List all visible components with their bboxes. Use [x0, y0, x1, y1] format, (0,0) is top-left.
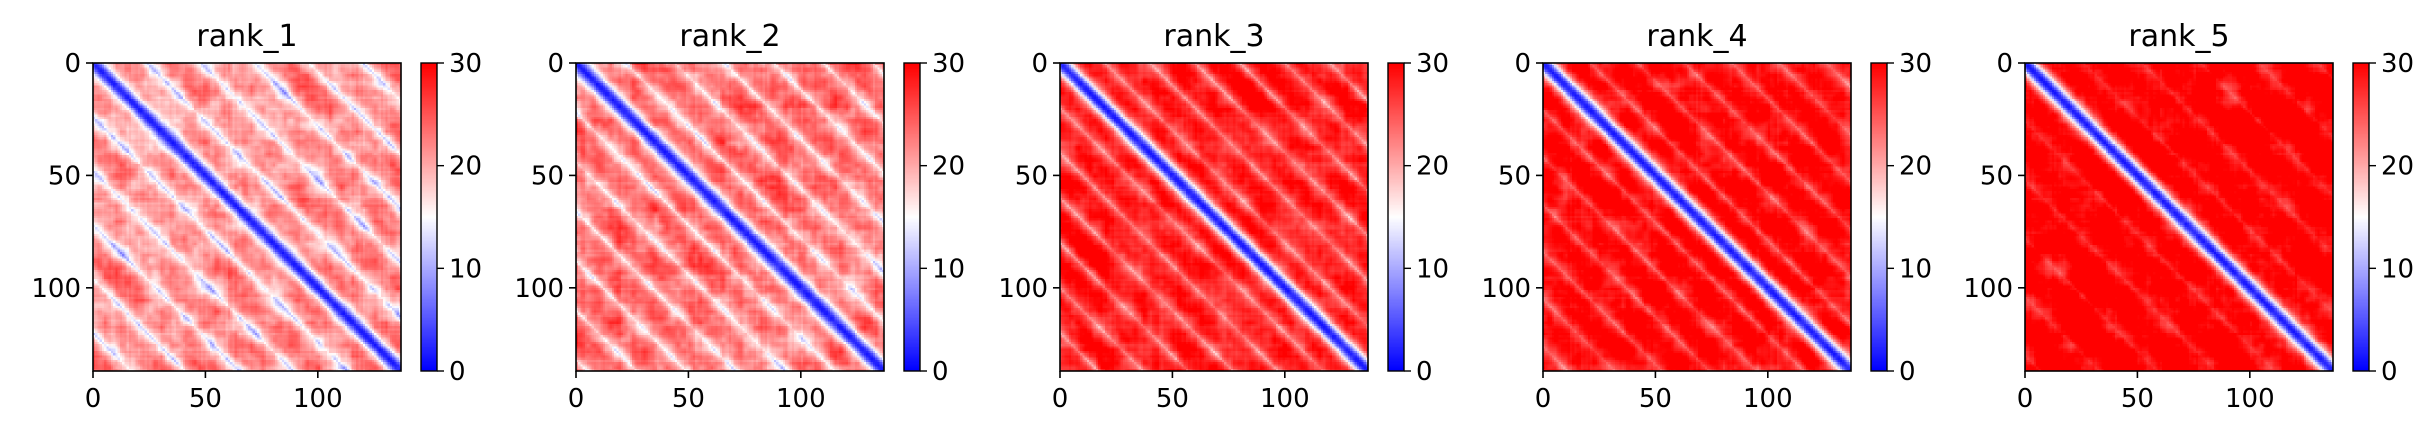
- colorbar: [904, 63, 920, 371]
- heatmap-panel-5: rank_5 0 50 100 0 50 100 0 10 20 30: [1963, 19, 2414, 414]
- y-tick-label: 100: [514, 274, 564, 304]
- y-tick-label: 0: [64, 49, 81, 79]
- heatmap-image: [2025, 63, 2333, 371]
- y-tick-label: 50: [1980, 161, 2013, 191]
- x-tick-label: 0: [2017, 384, 2034, 414]
- y-tick-label: 50: [1498, 161, 1531, 191]
- panel-title: rank_4: [1646, 19, 1747, 54]
- x-tick-label: 100: [1743, 384, 1793, 414]
- x-tick-label: 100: [2225, 384, 2275, 414]
- heatmap-image: [1060, 63, 1368, 371]
- heatmap-image: [1543, 63, 1851, 371]
- heatmap-panel-4: rank_4 0 50 100 0 50 100 0 10 20 30: [1481, 19, 1932, 414]
- colorbar-tick-label: 10: [1899, 254, 1932, 284]
- colorbar-tick-label: 30: [1899, 49, 1932, 79]
- heatmap-panel-3: rank_3 0 50 100 0 50 100 0 10 20 30: [998, 19, 1449, 414]
- x-tick-label: 0: [568, 384, 585, 414]
- colorbar-tick-label: 20: [449, 152, 482, 182]
- panel-title: rank_3: [1163, 19, 1264, 54]
- axes-frame: [1542, 62, 1852, 372]
- axes-frame: [1059, 62, 1369, 372]
- axes-frame: [575, 62, 885, 372]
- heatmap-panel-1: rank_1 0 50 100 0 50 100 0 10 20 30: [31, 19, 482, 414]
- colorbar: [2353, 63, 2369, 371]
- colorbar-frame: [420, 62, 438, 372]
- y-tick-label: 100: [31, 274, 81, 304]
- colorbar: [421, 63, 437, 371]
- colorbar-tick-label: 10: [2381, 254, 2414, 284]
- heatmap-image: [576, 63, 884, 371]
- colorbar-tick-label: 10: [1416, 254, 1449, 284]
- colorbar-tick-label: 20: [1416, 152, 1449, 182]
- colorbar-frame: [1387, 62, 1405, 372]
- colorbar-tick-label: 0: [449, 357, 466, 387]
- y-tick-label: 100: [998, 274, 1048, 304]
- colorbar-tick-label: 20: [2381, 152, 2414, 182]
- colorbar-tick-label: 30: [1416, 49, 1449, 79]
- colorbar-tick-label: 30: [449, 49, 482, 79]
- colorbar-tick-label: 0: [1899, 357, 1916, 387]
- panel-title: rank_2: [679, 19, 780, 54]
- colorbar-tick-label: 10: [932, 254, 965, 284]
- colorbar-tick-label: 30: [932, 49, 965, 79]
- x-tick-label: 0: [1052, 384, 1069, 414]
- x-tick-label: 100: [1260, 384, 1310, 414]
- axes-frame: [92, 62, 402, 372]
- y-tick-label: 50: [48, 161, 81, 191]
- x-tick-label: 100: [776, 384, 826, 414]
- colorbar-tick-label: 0: [2381, 357, 2398, 387]
- x-tick-label: 50: [672, 384, 705, 414]
- colorbar-tick-label: 20: [1899, 152, 1932, 182]
- y-tick-label: 0: [1031, 49, 1048, 79]
- colorbar-tick-label: 20: [932, 152, 965, 182]
- x-tick-label: 50: [2121, 384, 2154, 414]
- colorbar: [1871, 63, 1887, 371]
- x-tick-label: 50: [189, 384, 222, 414]
- heatmap-panel-2: rank_2 0 50 100 0 50 100 0 10 20 30: [514, 19, 965, 414]
- x-tick-label: 50: [1156, 384, 1189, 414]
- y-tick-label: 50: [1015, 161, 1048, 191]
- colorbar-tick-label: 0: [1416, 357, 1433, 387]
- y-tick-label: 0: [1996, 49, 2013, 79]
- y-tick-label: 0: [547, 49, 564, 79]
- x-tick-label: 50: [1639, 384, 1672, 414]
- y-tick-label: 50: [531, 161, 564, 191]
- y-tick-label: 100: [1963, 274, 2013, 304]
- colorbar-tick-label: 0: [932, 357, 949, 387]
- colorbar-frame: [1870, 62, 1888, 372]
- colorbar: [1388, 63, 1404, 371]
- colorbar-tick-label: 30: [2381, 49, 2414, 79]
- x-tick-label: 0: [85, 384, 102, 414]
- colorbar-tick-label: 10: [449, 254, 482, 284]
- heatmap-image: [93, 63, 401, 371]
- x-tick-label: 0: [1535, 384, 1552, 414]
- x-tick-label: 100: [293, 384, 343, 414]
- panel-title: rank_1: [196, 19, 297, 54]
- y-tick-label: 100: [1481, 274, 1531, 304]
- y-tick-label: 0: [1514, 49, 1531, 79]
- colorbar-frame: [2352, 62, 2370, 372]
- colorbar-frame: [903, 62, 921, 372]
- panel-title: rank_5: [2128, 19, 2229, 54]
- axes-frame: [2024, 62, 2334, 372]
